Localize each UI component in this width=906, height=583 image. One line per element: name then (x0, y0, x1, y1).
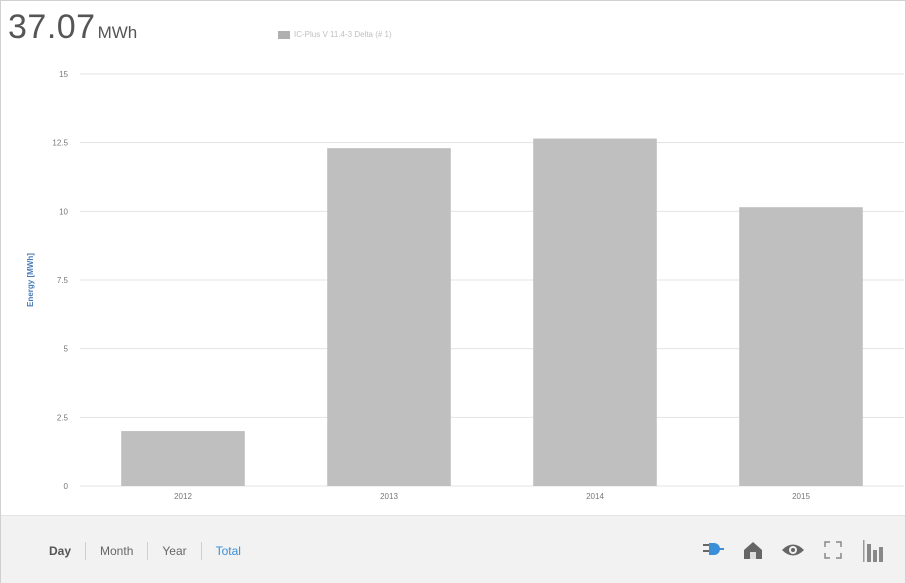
y-tick-label: 7.5 (57, 276, 69, 285)
energy-bar-chart: 0 2.5 5 7.5 10 12.5 15 Energy [MWh] 2012 2013 2014… (26, 70, 904, 501)
y-tick-label: 5 (64, 345, 69, 354)
toolbar (699, 536, 887, 564)
chart-legend[interactable]: IC-Plus V 11.4-3 Delta (# 1) (278, 30, 392, 39)
x-tick-label: 2012 (174, 492, 192, 501)
energy-total-unit: MWh (97, 23, 138, 42)
bar-2013 (327, 148, 451, 486)
tab-divider (147, 542, 149, 560)
period-tabs: Day Month Year Total (49, 542, 241, 560)
y-axis-title: Energy [MWh] (26, 253, 35, 307)
bar-chart-icon[interactable] (859, 536, 887, 564)
tab-total[interactable]: Total (215, 544, 241, 558)
y-tick-label: 12.5 (52, 139, 68, 148)
energy-total-value: 37.07 (8, 8, 96, 46)
bar-2012 (121, 431, 245, 486)
tab-divider (200, 542, 202, 560)
y-tick-label: 10 (59, 207, 68, 216)
bar-2015 (739, 207, 863, 487)
tab-month[interactable]: Month (100, 544, 134, 558)
x-tick-label: 2014 (586, 492, 604, 501)
chart-footer: Day Month Year Total (1, 515, 905, 583)
x-tick-label: 2015 (792, 492, 810, 501)
y-tick-label: 0 (64, 482, 69, 491)
expand-icon[interactable] (819, 536, 847, 564)
y-tick-label: 15 (59, 70, 68, 79)
x-tick-label: 2013 (380, 492, 398, 501)
energy-total: 37.07 MWh (8, 8, 137, 47)
legend-label: IC-Plus V 11.4-3 Delta (# 1) (294, 30, 392, 39)
tab-year[interactable]: Year (162, 544, 187, 558)
y-tick-label: 2.5 (57, 413, 69, 422)
tab-day[interactable]: Day (49, 544, 72, 558)
legend-swatch (278, 30, 290, 39)
eye-icon[interactable] (779, 536, 807, 564)
bar-2014 (533, 138, 657, 486)
house-icon[interactable] (739, 536, 767, 564)
plug-icon[interactable] (699, 536, 727, 564)
tab-divider (85, 542, 87, 560)
